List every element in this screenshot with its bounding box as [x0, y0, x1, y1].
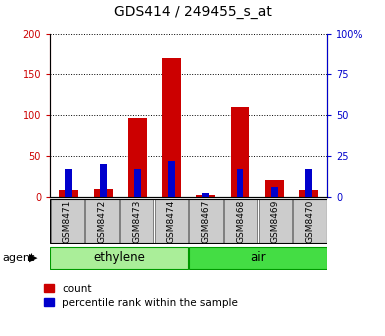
Bar: [85, 199, 119, 243]
Bar: [259, 199, 292, 243]
Bar: [305, 169, 312, 197]
Bar: [231, 107, 249, 197]
Bar: [299, 190, 318, 197]
Bar: [265, 180, 284, 197]
Text: ▶: ▶: [28, 253, 37, 263]
Legend: count, percentile rank within the sample: count, percentile rank within the sample: [44, 284, 238, 308]
Bar: [59, 190, 78, 197]
Bar: [94, 189, 112, 197]
Text: GSM8473: GSM8473: [132, 199, 141, 243]
Bar: [196, 195, 215, 197]
Text: air: air: [250, 251, 266, 264]
Text: GSM8470: GSM8470: [305, 199, 315, 243]
Bar: [134, 169, 141, 197]
Text: GSM8468: GSM8468: [236, 199, 245, 243]
Bar: [224, 199, 257, 243]
Text: GSM8471: GSM8471: [63, 199, 72, 243]
Text: GSM8467: GSM8467: [201, 199, 211, 243]
Bar: [65, 169, 72, 197]
Bar: [293, 199, 326, 243]
Bar: [128, 118, 147, 197]
Text: GSM8472: GSM8472: [97, 199, 107, 243]
Bar: [203, 193, 209, 197]
Bar: [51, 199, 84, 243]
Bar: [168, 161, 175, 197]
Text: ethylene: ethylene: [94, 251, 145, 264]
Bar: [236, 169, 243, 197]
Text: GDS414 / 249455_s_at: GDS414 / 249455_s_at: [114, 5, 271, 19]
Bar: [271, 187, 278, 197]
Bar: [50, 247, 188, 269]
Bar: [189, 247, 327, 269]
Bar: [100, 164, 107, 197]
Text: GSM8474: GSM8474: [167, 199, 176, 243]
Bar: [155, 199, 188, 243]
Text: GSM8469: GSM8469: [271, 199, 280, 243]
Bar: [189, 199, 223, 243]
Text: agent: agent: [2, 253, 34, 263]
Bar: [120, 199, 153, 243]
Bar: [162, 58, 181, 197]
